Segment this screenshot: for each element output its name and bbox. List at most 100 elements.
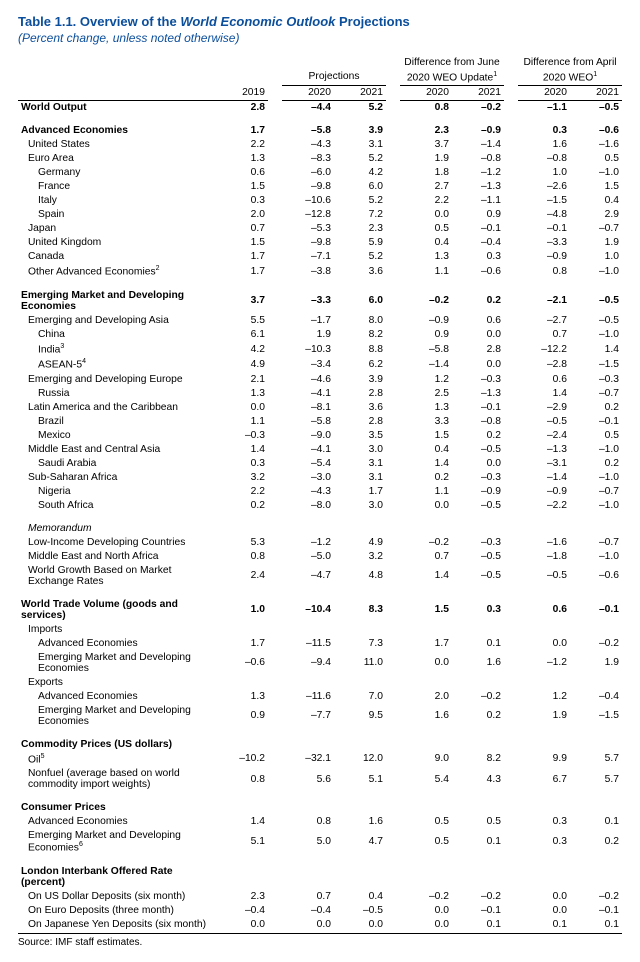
cell: –0.5 xyxy=(570,100,622,115)
cell: 1.3 xyxy=(216,689,268,703)
row-label: South Africa xyxy=(18,498,216,512)
cell: 0.1 xyxy=(452,917,504,931)
cell: 1.2 xyxy=(400,372,452,386)
table-row: Emerging Market and Developing Economies… xyxy=(18,703,622,728)
table-row: Russia1.3–4.12.82.5–1.31.4–0.7 xyxy=(18,386,622,400)
cell: 0.6 xyxy=(518,372,570,386)
cell: 1.9 xyxy=(518,703,570,728)
cell: 0.9 xyxy=(216,703,268,728)
cell: 0.5 xyxy=(400,222,452,236)
title-italic: World Economic Outlook xyxy=(180,14,335,29)
cell: 5.5 xyxy=(216,313,268,327)
cell xyxy=(400,675,452,689)
projections-table: Difference from June Difference from Apr… xyxy=(18,55,622,931)
cell xyxy=(216,864,268,889)
table-row: Canada1.7–7.15.21.30.3–0.91.0 xyxy=(18,250,622,264)
cell: –0.8 xyxy=(452,152,504,166)
diff-apr-header-a: Difference from April xyxy=(518,55,622,69)
cell: –0.5 xyxy=(452,498,504,512)
row-label: Latin America and the Caribbean xyxy=(18,400,216,414)
row-label: Emerging Market and Developing Economies xyxy=(18,650,216,675)
row-label: Middle East and North Africa xyxy=(18,549,216,563)
cell: 5.0 xyxy=(282,829,334,855)
cell: 0.3 xyxy=(518,815,570,829)
col-proj-2021: 2021 xyxy=(334,85,386,100)
cell: –10.4 xyxy=(282,597,334,622)
table-row: Euro Area1.3–8.35.21.9–0.8–0.80.5 xyxy=(18,152,622,166)
table-title: Table 1.1. Overview of the World Economi… xyxy=(18,14,622,29)
cell: –0.5 xyxy=(570,313,622,327)
cell: 4.8 xyxy=(334,563,386,588)
cell: –4.3 xyxy=(282,138,334,152)
row-label: Oil5 xyxy=(18,751,216,766)
cell: 9.9 xyxy=(518,751,570,766)
table-row: United Kingdom1.5–9.85.90.4–0.4–3.31.9 xyxy=(18,236,622,250)
cell: –0.6 xyxy=(452,264,504,279)
cell xyxy=(570,864,622,889)
cell: –0.2 xyxy=(400,889,452,903)
cell: 4.3 xyxy=(452,767,504,792)
cell: 8.2 xyxy=(452,751,504,766)
cell: –0.6 xyxy=(570,124,622,138)
cell: 3.2 xyxy=(216,470,268,484)
cell: –0.2 xyxy=(570,889,622,903)
cell xyxy=(216,675,268,689)
row-label: Exports xyxy=(18,675,216,689)
cell xyxy=(452,675,504,689)
cell: 5.7 xyxy=(570,767,622,792)
cell: –4.6 xyxy=(282,372,334,386)
cell: 0.8 xyxy=(400,100,452,115)
cell xyxy=(400,622,452,636)
cell: –1.2 xyxy=(452,166,504,180)
title-suffix: Projections xyxy=(335,14,409,29)
cell: –5.8 xyxy=(400,341,452,356)
cell xyxy=(216,801,268,815)
cell: 0.8 xyxy=(216,767,268,792)
cell xyxy=(334,737,386,751)
cell: 1.7 xyxy=(216,264,268,279)
table-row: Imports xyxy=(18,622,622,636)
table-row: Oil5–10.2–32.112.09.08.29.95.7 xyxy=(18,751,622,766)
row-label: Sub-Saharan Africa xyxy=(18,470,216,484)
cell: 5.4 xyxy=(400,767,452,792)
cell: 0.2 xyxy=(570,829,622,855)
cell: 2.0 xyxy=(216,208,268,222)
cell: –6.0 xyxy=(282,166,334,180)
cell: –8.1 xyxy=(282,400,334,414)
cell: 1.5 xyxy=(216,236,268,250)
row-label: Canada xyxy=(18,250,216,264)
cell: –0.7 xyxy=(570,222,622,236)
cell: –3.0 xyxy=(282,470,334,484)
cell xyxy=(518,675,570,689)
row-label: Advanced Economies xyxy=(18,636,216,650)
cell: 8.8 xyxy=(334,341,386,356)
cell xyxy=(570,675,622,689)
cell: 0.2 xyxy=(452,428,504,442)
cell: 0.2 xyxy=(570,456,622,470)
cell: 4.9 xyxy=(334,535,386,549)
cell: 0.8 xyxy=(518,264,570,279)
cell: –0.7 xyxy=(570,484,622,498)
row-label: On Japanese Yen Deposits (six month) xyxy=(18,917,216,931)
source-line: Source: IMF staff estimates. xyxy=(18,933,622,948)
table-row: World Growth Based on Market Exchange Ra… xyxy=(18,563,622,588)
cell: –1.3 xyxy=(452,386,504,400)
cell: 0.1 xyxy=(570,815,622,829)
cell: 0.4 xyxy=(334,889,386,903)
cell: –7.1 xyxy=(282,250,334,264)
table-body: World Output2.8–4.45.20.8–0.2–1.1–0.5Adv… xyxy=(18,100,622,931)
cell: –2.7 xyxy=(518,313,570,327)
cell: 0.7 xyxy=(282,889,334,903)
cell xyxy=(452,864,504,889)
cell xyxy=(216,737,268,751)
cell xyxy=(216,622,268,636)
row-label: Advanced Economies xyxy=(18,124,216,138)
row-label: Nonfuel (average based on world commodit… xyxy=(18,767,216,792)
cell: 0.1 xyxy=(452,636,504,650)
cell: –4.1 xyxy=(282,386,334,400)
cell xyxy=(518,737,570,751)
cell: 1.9 xyxy=(570,650,622,675)
cell: 5.2 xyxy=(334,152,386,166)
cell: –11.5 xyxy=(282,636,334,650)
table-row: Middle East and Central Asia1.4–4.13.00.… xyxy=(18,442,622,456)
